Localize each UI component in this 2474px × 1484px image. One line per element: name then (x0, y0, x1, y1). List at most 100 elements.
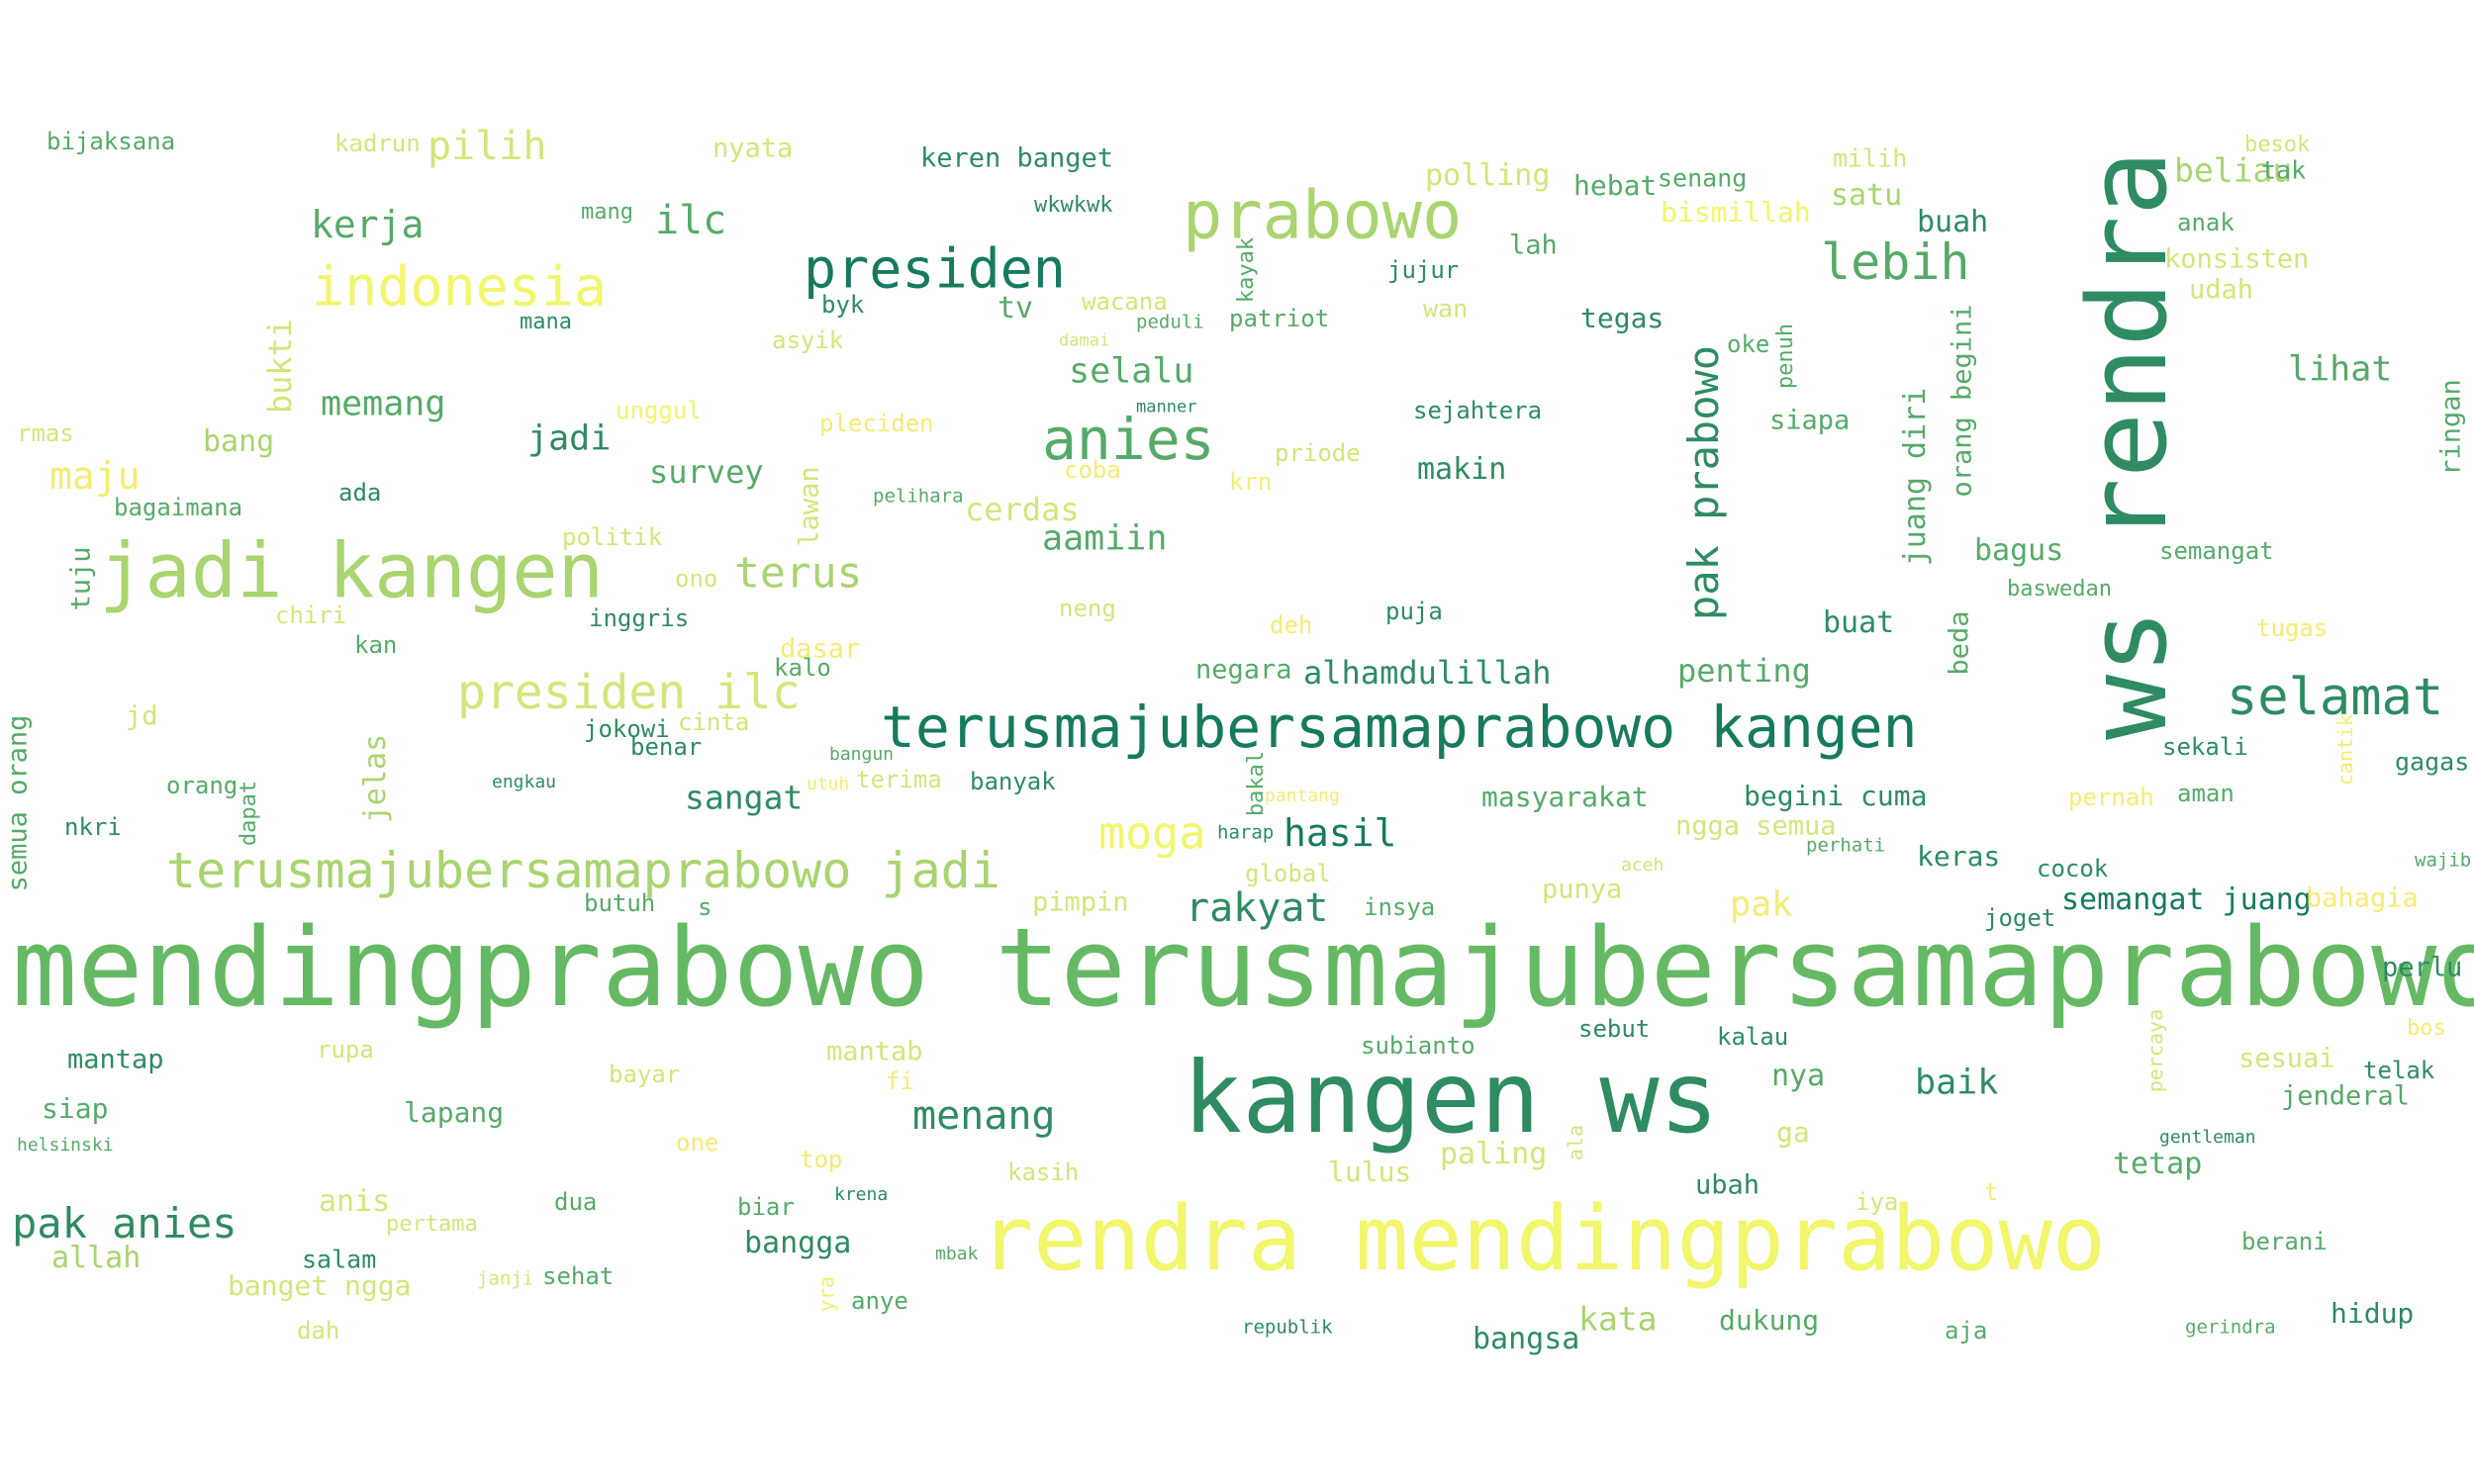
word-jenderal: jenderal (2281, 1080, 2411, 1112)
word-cantik: cantik (2333, 713, 2357, 787)
word-memang: memang (321, 384, 446, 424)
word-ono: ono (675, 565, 718, 593)
word-bang: bang (203, 424, 275, 459)
word-beda: beda (1944, 610, 1975, 676)
word-percaya: percaya (2143, 1008, 2167, 1093)
word-bayar: bayar (609, 1061, 681, 1088)
word-berani: berani (2241, 1228, 2328, 1255)
word-mantap: mantap (67, 1044, 164, 1075)
word-cinta: cinta (678, 708, 750, 736)
word-terusmajubersamaprabowo-kangen: terusmajubersamaprabowo kangen (881, 694, 1918, 761)
word-pimpin: pimpin (1032, 886, 1129, 918)
word-patriot: patriot (1229, 305, 1330, 332)
word-tegas: tegas (1580, 302, 1665, 334)
word-sebut: sebut (1578, 1015, 1651, 1043)
word-banyak: banyak (970, 768, 1056, 795)
word-deh: deh (1270, 611, 1313, 639)
word-politik: politik (562, 523, 663, 551)
word-menang: menang (912, 1093, 1056, 1139)
word-wan: wan (1423, 294, 1469, 324)
word-sangat: sangat (685, 778, 804, 817)
word-milih: milih (1833, 143, 1908, 173)
word-salam: salam (302, 1245, 377, 1274)
word-alhamdulillah: alhamdulillah (1303, 654, 1552, 692)
word-t: t (1984, 1178, 1999, 1206)
word-lihat: lihat (2288, 349, 2393, 390)
word-lapang: lapang (404, 1096, 505, 1129)
word-terima: terima (856, 766, 942, 793)
word-wacana: wacana (1082, 288, 1168, 316)
word-rakyat: rakyat (1186, 885, 1329, 931)
word-juang-diri: juang diri (1898, 387, 1933, 567)
word-aman: aman (2177, 780, 2235, 807)
word-asyik: asyik (772, 326, 844, 354)
word-hasil: hasil (1284, 811, 1397, 855)
word-lulus: lulus (1328, 1156, 1412, 1188)
word-selalu: selalu (1069, 351, 1194, 392)
word-beliau: beliau (2174, 150, 2293, 190)
word-pelihara: pelihara (873, 485, 964, 508)
word-pernah: pernah (2068, 784, 2154, 811)
word-engkau: engkau (492, 772, 557, 792)
word-bangun: bangun (829, 744, 895, 765)
word-selamat: selamat (2227, 668, 2444, 727)
word-dah: dah (297, 1317, 340, 1345)
word-mendingprabowo-terusmajubersamaprabowo: mendingprabowo terusmajubersamaprabowo (12, 904, 2474, 1031)
word-pleciden: pleciden (819, 410, 934, 437)
word-bangsa: bangsa (1473, 1322, 1580, 1356)
word-telak: telak (2363, 1057, 2435, 1084)
word-utuh: utuh (807, 774, 850, 794)
word-global: global (1245, 860, 1331, 887)
word-oke: oke (1727, 330, 1770, 358)
word-dapat: dapat (237, 780, 261, 847)
word-gentleman: gentleman (2159, 1127, 2256, 1148)
word-helsinski: helsinski (17, 1135, 114, 1156)
word-masyarakat: masyarakat (1481, 781, 1649, 813)
word-buat: buat (1823, 605, 1895, 640)
word-jd: jd (126, 700, 158, 732)
word-sehat: sehat (542, 1262, 615, 1290)
word-krena: krena (834, 1184, 889, 1205)
word-benar: benar (630, 733, 703, 761)
word-anye: anye (851, 1287, 908, 1315)
word-manner: manner (1136, 397, 1197, 417)
word-bagus: bagus (1974, 533, 2064, 568)
word-nkri: nkri (64, 813, 122, 841)
word-fi: fi (886, 1067, 914, 1095)
word-inggris: inggris (589, 604, 690, 632)
word-presiden-ilc: presiden ilc (457, 665, 801, 720)
word-buah: buah (1917, 205, 1989, 239)
word-nya: nya (1771, 1059, 1826, 1093)
word-anak: anak (2177, 209, 2235, 236)
word-pak-prabowo: pak prabowo (1679, 344, 1728, 621)
word-bangga: bangga (744, 1226, 852, 1260)
word-pertama: pertama (386, 1212, 478, 1237)
word-rendra-mendingprabowo: rendra mendingprabowo (980, 1187, 2106, 1291)
word-punya: punya (1542, 874, 1623, 905)
word-republik: republik (1242, 1316, 1333, 1339)
word-tak: tak (2261, 155, 2307, 185)
word-unggul: unggul (616, 397, 702, 424)
word-priode: priode (1275, 439, 1361, 467)
word-ilc: ilc (655, 198, 727, 243)
word-aja: aja (1945, 1317, 1988, 1345)
word-sekali: sekali (2162, 733, 2248, 761)
word-siap: siap (42, 1092, 109, 1125)
word-presiden: presiden (804, 236, 1066, 301)
word-bos: bos (2407, 1016, 2446, 1041)
word-gerindra: gerindra (2185, 1316, 2276, 1339)
word-tuju: tuju (65, 546, 97, 611)
word-keren-banget: keren banget (920, 142, 1114, 174)
word-lawan: lawan (794, 466, 825, 547)
word-perlu: perlu (2382, 952, 2463, 983)
word-rmas: rmas (17, 419, 74, 447)
word-ringan: ringan (2435, 379, 2467, 476)
word-tv: tv (998, 291, 1034, 325)
word-maju: maju (49, 454, 141, 498)
word-coba: coba (1064, 456, 1121, 484)
word-prabowo: prabowo (1183, 176, 1463, 254)
word-terusmajubersamaprabowo-jadi: terusmajubersamaprabowo jadi (166, 842, 1000, 899)
word-jujur: jujur (1387, 256, 1460, 284)
word-sejahtera: sejahtera (1413, 397, 1543, 424)
word-gagas: gagas (2395, 747, 2470, 777)
